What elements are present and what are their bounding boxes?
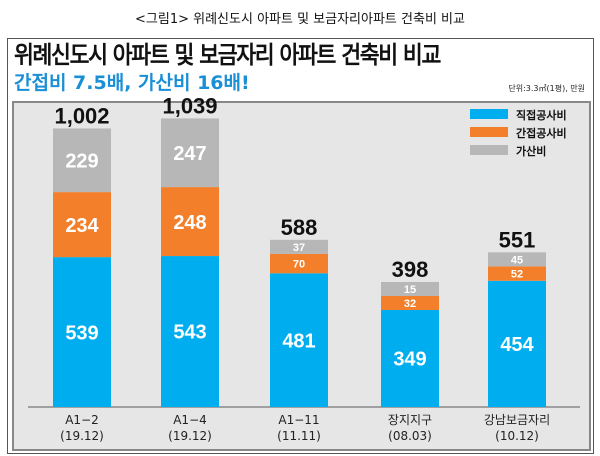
figure-caption: <그림1> 위례신도시 아파트 및 보금자리아파트 건축비 비교 (135, 12, 465, 27)
bar-segment (161, 118, 219, 188)
x-tick-label: A1−2 (65, 413, 99, 427)
data-label: 543 (173, 322, 206, 344)
bar-segment (488, 280, 546, 407)
bar-segment (161, 256, 219, 407)
bar-segment (53, 257, 111, 407)
bar-segment (53, 128, 111, 193)
bar-segment (270, 273, 328, 407)
bar-segment (381, 309, 439, 407)
x-tick-label: A1−11 (278, 413, 319, 427)
legend-label: 직접공사비 (516, 108, 567, 122)
total-label: 1,002 (54, 103, 109, 128)
data-label: 247 (173, 143, 206, 165)
bar-segment (381, 295, 439, 310)
data-label: 539 (65, 322, 98, 344)
data-label: 52 (511, 269, 523, 281)
chart-title: 위례신도시 아파트 및 보금자리 아파트 건축비 비교 (14, 41, 441, 69)
total-label: 588 (281, 215, 318, 240)
data-label: 32 (404, 298, 416, 310)
data-label: 37 (293, 242, 305, 254)
x-tick-date: (08.03) (388, 429, 432, 443)
unit-label: 단위:3.3㎡(1평), 만원 (508, 84, 585, 93)
bar-segment (381, 281, 439, 296)
bar-segment (270, 253, 328, 274)
bar-segment (53, 192, 111, 258)
data-label: 70 (293, 259, 305, 271)
legend-swatch (470, 109, 508, 119)
data-label: 481 (282, 330, 315, 352)
chart-subtitle: 간접비 7.5배, 가산비 16배! (14, 72, 250, 94)
total-label: 398 (392, 257, 429, 282)
x-tick-label: 장지지구 (388, 413, 432, 427)
legend-swatch (470, 127, 508, 137)
data-label: 248 (173, 212, 206, 234)
data-label: 45 (511, 254, 523, 266)
x-tick-label: 강남보금자리 (484, 413, 550, 427)
data-label: 349 (393, 349, 426, 371)
data-label: 15 (404, 284, 416, 296)
total-label: 1,039 (162, 93, 217, 118)
x-tick-date: (11.11) (277, 429, 321, 443)
legend-swatch (470, 145, 508, 155)
data-label: 454 (500, 334, 534, 356)
bar-segment (270, 239, 328, 254)
data-label: 229 (65, 150, 98, 172)
legend-label: 간접공사비 (516, 126, 567, 140)
bar-segment (488, 266, 546, 281)
bar-segment (161, 187, 219, 257)
total-label: 551 (499, 227, 536, 252)
data-label: 234 (65, 215, 99, 237)
x-tick-date: (10.12) (495, 429, 539, 443)
x-tick-date: (19.12) (168, 429, 212, 443)
legend-label: 가산비 (516, 144, 546, 158)
bar-segment (488, 252, 546, 267)
x-tick-label: A1−4 (173, 413, 207, 427)
x-tick-date: (19.12) (60, 429, 104, 443)
